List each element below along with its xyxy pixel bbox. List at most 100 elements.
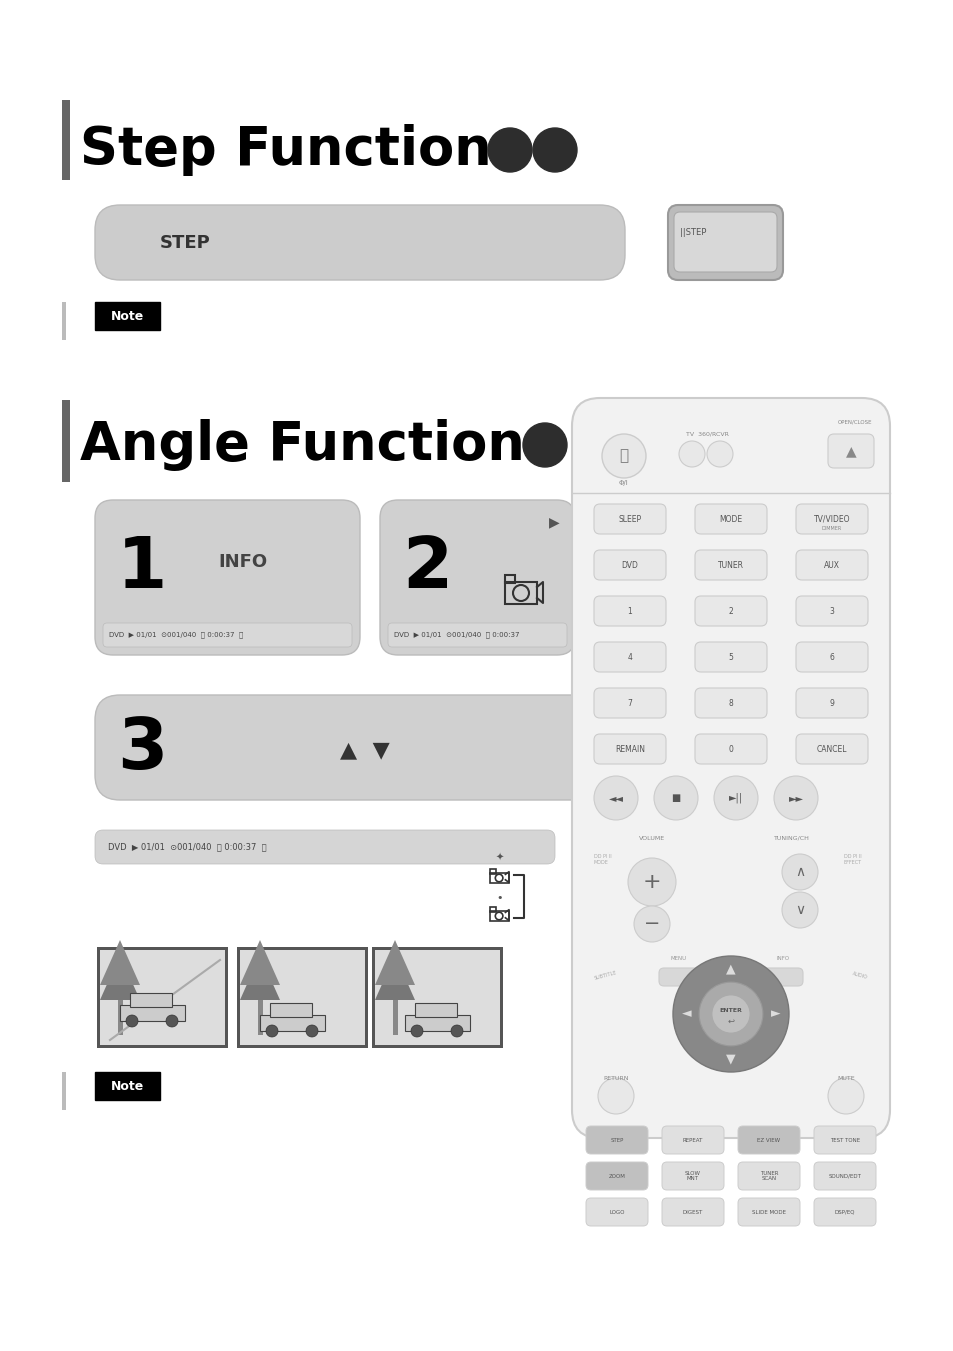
Text: −: − [643, 915, 659, 934]
FancyBboxPatch shape [594, 596, 665, 626]
Text: SLIDE MODE: SLIDE MODE [751, 1209, 785, 1215]
Text: DVD  ▶ 01/01  ⊙001/040  ⏱ 0:00:37  🎥: DVD ▶ 01/01 ⊙001/040 ⏱ 0:00:37 🎥 [108, 843, 266, 851]
Text: MUTE: MUTE [837, 1075, 854, 1081]
Text: Note: Note [112, 309, 145, 323]
FancyBboxPatch shape [673, 212, 776, 272]
FancyBboxPatch shape [379, 500, 575, 655]
Polygon shape [375, 955, 415, 1000]
Circle shape [411, 1025, 422, 1038]
Bar [62, 400, 70, 482]
Bar [62, 1071, 66, 1111]
Polygon shape [100, 940, 140, 985]
FancyBboxPatch shape [661, 1198, 723, 1225]
Text: ⏻: ⏻ [618, 449, 628, 463]
Text: DVD: DVD [621, 561, 638, 570]
Circle shape [706, 440, 732, 467]
Bar [270, 1002, 312, 1017]
Bar [257, 979, 263, 1035]
Text: SLEEP: SLEEP [618, 515, 640, 523]
FancyBboxPatch shape [594, 688, 665, 717]
Bar [97, 947, 228, 1048]
Circle shape [627, 858, 676, 907]
Circle shape [781, 854, 817, 890]
Polygon shape [240, 940, 280, 985]
Text: 1: 1 [627, 607, 632, 616]
Text: ▲: ▲ [844, 444, 856, 458]
Text: ZOOM: ZOOM [608, 1174, 625, 1178]
Text: Step Function: Step Function [80, 124, 491, 176]
FancyBboxPatch shape [594, 504, 665, 534]
FancyBboxPatch shape [661, 1125, 723, 1154]
Text: Angle Function: Angle Function [80, 419, 524, 471]
Text: TEST TONE: TEST TONE [829, 1138, 860, 1143]
Bar [490, 907, 496, 912]
Text: 0: 0 [728, 744, 733, 754]
Text: ◄◄: ◄◄ [608, 793, 623, 802]
FancyBboxPatch shape [388, 623, 566, 647]
Text: ◄: ◄ [680, 1008, 690, 1020]
FancyBboxPatch shape [795, 596, 867, 626]
Text: SLOW
MNT: SLOW MNT [684, 1170, 700, 1181]
FancyBboxPatch shape [795, 688, 867, 717]
Circle shape [451, 1025, 462, 1038]
FancyBboxPatch shape [738, 1198, 800, 1225]
Text: AUDIO: AUDIO [850, 971, 867, 981]
FancyBboxPatch shape [103, 623, 352, 647]
FancyBboxPatch shape [594, 642, 665, 671]
Text: MENU: MENU [670, 957, 686, 961]
Text: DSP/EQ: DSP/EQ [834, 1209, 854, 1215]
Bar [130, 993, 172, 1006]
Bar [260, 1015, 325, 1031]
FancyBboxPatch shape [762, 969, 802, 986]
Text: ►||: ►|| [728, 793, 742, 804]
Text: ENTER: ENTER [719, 1008, 741, 1012]
Text: ►: ► [770, 1008, 780, 1020]
Text: ∨: ∨ [794, 902, 804, 917]
Text: SOUND/EDT: SOUND/EDT [828, 1174, 861, 1178]
Text: TUNER: TUNER [718, 561, 743, 570]
Circle shape [827, 1078, 863, 1115]
FancyBboxPatch shape [695, 642, 766, 671]
Text: 8: 8 [728, 698, 733, 708]
FancyBboxPatch shape [659, 969, 699, 986]
FancyBboxPatch shape [813, 1198, 875, 1225]
FancyBboxPatch shape [795, 642, 867, 671]
Text: STEP: STEP [160, 234, 211, 253]
Bar [393, 979, 397, 1035]
Polygon shape [100, 955, 140, 1000]
FancyBboxPatch shape [827, 434, 873, 467]
Text: +: + [642, 871, 660, 892]
Text: TUNER
SCAN: TUNER SCAN [759, 1170, 778, 1181]
Text: OPEN/CLOSE: OPEN/CLOSE [837, 420, 871, 426]
Text: TUNING/CH: TUNING/CH [773, 836, 809, 842]
Bar [62, 100, 70, 180]
Text: •: • [497, 893, 503, 902]
FancyBboxPatch shape [795, 734, 867, 765]
FancyBboxPatch shape [572, 399, 889, 1138]
Text: RETURN: RETURN [602, 1075, 628, 1081]
Text: REPEAT: REPEAT [682, 1138, 702, 1143]
Bar [95, 1071, 160, 1100]
Text: 3: 3 [117, 716, 167, 785]
Text: Φ/I: Φ/I [618, 480, 628, 486]
FancyBboxPatch shape [95, 830, 555, 865]
Text: DD Pl II
MODE: DD Pl II MODE [594, 854, 611, 865]
Polygon shape [240, 955, 280, 1000]
FancyBboxPatch shape [795, 550, 867, 580]
Circle shape [672, 957, 788, 1071]
Text: CANCEL: CANCEL [816, 744, 846, 754]
Bar [415, 1002, 456, 1017]
FancyBboxPatch shape [695, 688, 766, 717]
Circle shape [654, 775, 698, 820]
FancyBboxPatch shape [813, 1125, 875, 1154]
Text: ||STEP: ||STEP [679, 228, 705, 236]
Circle shape [306, 1025, 317, 1038]
FancyBboxPatch shape [585, 1162, 647, 1190]
Text: DVD  ▶ 01/01  ⊙001/040  ⏱ 0:00:37  🎥: DVD ▶ 01/01 ⊙001/040 ⏱ 0:00:37 🎥 [109, 632, 243, 638]
Circle shape [266, 1025, 277, 1038]
Circle shape [488, 128, 532, 172]
FancyBboxPatch shape [594, 734, 665, 765]
Text: 2: 2 [728, 607, 733, 616]
Text: 3: 3 [829, 607, 834, 616]
Text: INFO: INFO [218, 553, 267, 571]
